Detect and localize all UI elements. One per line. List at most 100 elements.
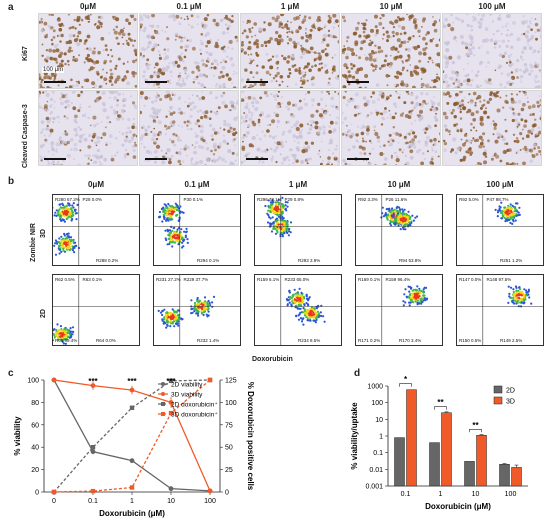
ihc-tile xyxy=(139,13,239,89)
cell-nucleus xyxy=(394,47,398,51)
cell-nucleus xyxy=(265,53,269,56)
cell-nucleus xyxy=(132,44,135,47)
cell-nucleus xyxy=(479,100,482,103)
cell-nucleus xyxy=(253,41,257,44)
cell-nucleus xyxy=(364,56,369,61)
cell-nucleus xyxy=(326,43,330,47)
cell-nucleus xyxy=(481,45,483,47)
cell-nucleus xyxy=(504,129,508,133)
cell-nucleus xyxy=(230,104,235,108)
cell-nucleus xyxy=(49,132,52,136)
event-dot xyxy=(315,307,318,310)
cell-nucleus xyxy=(499,83,503,86)
cell-nucleus xyxy=(135,134,137,138)
cell-nucleus xyxy=(98,85,102,88)
cell-nucleus xyxy=(257,120,261,124)
cell-nucleus xyxy=(192,105,197,110)
cell-nucleus xyxy=(180,36,183,39)
cell-nucleus xyxy=(501,54,505,59)
event-dot xyxy=(386,207,390,211)
cell-nucleus xyxy=(186,39,189,42)
cell-nucleus xyxy=(380,49,384,53)
cell-nucleus xyxy=(304,65,308,69)
cell-nucleus xyxy=(129,38,133,42)
cell-nucleus xyxy=(212,153,216,156)
cell-nucleus xyxy=(113,96,118,100)
cell-nucleus xyxy=(465,46,469,50)
cell-nucleus xyxy=(435,43,439,48)
event-dot xyxy=(204,306,207,309)
cell-nucleus xyxy=(343,117,347,121)
cell-nucleus xyxy=(40,159,43,162)
event-dot xyxy=(316,310,319,313)
cell-nucleus xyxy=(276,60,280,64)
event-dot xyxy=(71,204,74,207)
series-line xyxy=(53,379,211,493)
cell-nucleus xyxy=(355,26,359,31)
event-dot xyxy=(55,328,58,332)
cell-nucleus xyxy=(241,115,244,120)
cell-nucleus xyxy=(475,129,478,132)
cell-nucleus xyxy=(338,116,339,120)
cell-nucleus xyxy=(293,42,298,47)
cell-nucleus xyxy=(200,146,204,149)
cell-nucleus xyxy=(350,62,353,66)
cell-nucleus xyxy=(45,92,50,98)
cell-nucleus xyxy=(446,62,450,65)
cell-nucleus xyxy=(114,110,117,113)
cell-nucleus xyxy=(327,156,331,160)
cell-nucleus xyxy=(127,32,131,36)
cell-nucleus xyxy=(279,38,284,43)
flow-density xyxy=(154,195,240,265)
data-point xyxy=(168,410,174,416)
cell-nucleus xyxy=(97,50,101,55)
cell-nucleus xyxy=(383,144,386,147)
cell-nucleus xyxy=(405,48,408,51)
cell-nucleus xyxy=(266,113,271,118)
cell-nucleus xyxy=(407,47,411,52)
cell-nucleus xyxy=(439,132,440,136)
cell-nucleus xyxy=(182,60,185,63)
cell-nucleus xyxy=(45,140,48,143)
cell-nucleus xyxy=(263,134,267,137)
event-dot xyxy=(285,228,288,231)
cell-nucleus xyxy=(322,159,324,162)
ihc-tile xyxy=(341,13,441,89)
cell-nucleus xyxy=(492,120,495,123)
cell-nucleus xyxy=(84,154,87,157)
cell-nucleus xyxy=(41,43,44,46)
cell-nucleus xyxy=(338,157,339,161)
cell-nucleus xyxy=(146,67,150,70)
event-dot xyxy=(284,201,287,204)
flow-column-header: 1 μM xyxy=(288,180,308,189)
cell-nucleus xyxy=(238,117,239,119)
event-dot xyxy=(306,319,309,322)
event-dot xyxy=(507,285,510,288)
cell-nucleus xyxy=(316,18,321,23)
cell-nucleus xyxy=(320,66,324,69)
cell-nucleus xyxy=(334,156,337,159)
cell-nucleus xyxy=(432,85,437,88)
event-dot xyxy=(174,322,178,325)
cell-nucleus xyxy=(505,44,509,48)
cell-nucleus xyxy=(529,63,533,67)
event-dot xyxy=(173,316,176,319)
cell-nucleus xyxy=(40,120,45,124)
event-dot xyxy=(295,315,298,318)
cell-nucleus xyxy=(108,32,111,35)
cell-nucleus xyxy=(243,29,247,33)
cell-nucleus xyxy=(435,76,440,80)
cell-nucleus xyxy=(422,17,426,21)
cell-nucleus xyxy=(406,132,409,136)
cell-nucleus xyxy=(468,93,471,96)
cell-nucleus xyxy=(507,39,510,43)
cell-nucleus xyxy=(470,101,474,105)
event-dot xyxy=(268,216,271,219)
cell-nucleus xyxy=(165,91,170,94)
cell-nucleus xyxy=(382,37,384,40)
cell-nucleus xyxy=(216,62,219,66)
data-point xyxy=(129,458,135,464)
event-dot xyxy=(271,203,274,206)
cell-nucleus xyxy=(46,100,49,103)
cell-nucleus xyxy=(520,79,522,81)
